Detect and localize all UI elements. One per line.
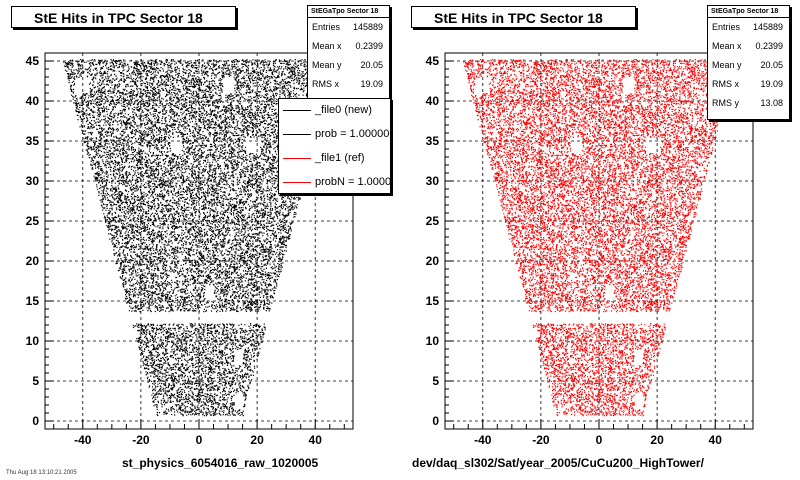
y-tick-label: 35	[26, 134, 40, 148]
x-tick-label: 0	[596, 433, 603, 447]
legend-label: _file0 (new)	[315, 104, 372, 116]
stat-key: RMS x	[312, 79, 339, 89]
data-points	[63, 59, 337, 417]
y-tick-label: 45	[26, 54, 40, 68]
legend-label: _file1 (ref)	[315, 152, 365, 164]
right-stats-row: RMS x 19.09	[708, 75, 789, 94]
hit-markers	[63, 59, 337, 417]
stat-value: 13.08	[760, 98, 783, 108]
x-tick-label: -40	[474, 433, 492, 447]
y-tick-label: 25	[26, 214, 40, 228]
y-tick-label: 40	[26, 94, 40, 108]
x-tick-label: -40	[74, 433, 92, 447]
left-stats-row: Mean x 0.2399	[308, 37, 389, 56]
legend-entry: prob = 1.000000	[279, 123, 390, 147]
y-tick-label: 40	[426, 94, 440, 108]
y-tick-label: 15	[26, 294, 40, 308]
left-x-axis-title: st_physics_6054016_raw_1020005	[122, 456, 319, 470]
stat-key: Mean x	[712, 41, 742, 51]
stat-value: 145889	[352, 22, 383, 32]
stat-key: Mean x	[312, 41, 342, 51]
left-stats-row: Entries 145889	[308, 18, 389, 37]
legend-entry: _file0 (new)	[279, 99, 390, 123]
legend-line-swatch	[283, 134, 311, 135]
x-tick-label: 0	[196, 433, 203, 447]
y-tick-label: 5	[32, 374, 39, 388]
stat-value: 19.09	[360, 79, 383, 89]
right-plot-title: StE Hits in TPC Sector 18	[411, 6, 636, 28]
y-tick-label: 45	[426, 54, 440, 68]
stat-key: Entries	[712, 22, 741, 32]
right-stats-row: Mean y 20.05	[708, 56, 789, 75]
stat-key: Mean y	[312, 60, 342, 70]
footer-timestamp: Thu Aug 18 13:10:21 2005	[6, 470, 77, 476]
left-stats-row: Mean y 20.05	[308, 56, 389, 75]
right-plot: -40 -20 0 20 40 0 5 10 15 20 25 30 35 40 45	[426, 52, 754, 447]
stat-value: 20.05	[360, 60, 383, 70]
legend-entry: _file1 (ref)	[279, 147, 390, 171]
hit-markers	[463, 59, 737, 417]
y-tick-label: 20	[426, 254, 440, 268]
right-panel: -40 -20 0 20 40 0 5 10 15 20 25 30 35 40 45 StE Hits i…	[400, 0, 800, 480]
left-stats-header: StEGaTpo Sector 18	[308, 6, 389, 18]
y-tick-label: 5	[432, 374, 439, 388]
x-tick-label: 40	[309, 433, 323, 447]
x-tick-label: -20	[132, 433, 150, 447]
legend-label: probN = 1.000000	[315, 176, 391, 188]
legend-entry: probN = 1.000000	[279, 171, 391, 193]
right-x-axis-title: dev/daq_sl302/Sat/year_2005/CuCu200_High…	[412, 456, 704, 470]
stat-value: 145889	[752, 22, 783, 32]
x-tick-label: 20	[250, 433, 264, 447]
y-tick-label: 10	[426, 334, 440, 348]
stat-value: 0.2399	[755, 41, 783, 51]
right-stats-row: RMS y 13.08	[708, 94, 789, 113]
y-tick-label: 30	[26, 174, 40, 188]
legend-line-swatch	[283, 182, 311, 183]
stat-value: 0.2399	[355, 41, 383, 51]
left-panel: -40 -20 0 20 40 0 5 10 15 20 25 30 35 40 45 StE Hits i…	[11, 5, 391, 470]
legend-line-swatch	[283, 158, 311, 159]
stat-value: 19.09	[760, 79, 783, 89]
x-tick-label: 40	[709, 433, 723, 447]
y-tick-label: 10	[26, 334, 40, 348]
right-stats-header: StEGaTpo Sector 18	[708, 6, 789, 18]
stat-value: 20.05	[760, 60, 783, 70]
legend-label: prob = 1.000000	[315, 128, 391, 140]
legend-line-swatch	[283, 110, 311, 111]
left-stats-row: RMS x 19.09	[308, 75, 389, 94]
right-stats-box: StEGaTpo Sector 18 Entries 145889 Mean x 0…	[707, 5, 790, 120]
y-tick-label: 0	[432, 414, 439, 428]
y-tick-label: 35	[426, 134, 440, 148]
x-tick-label: 20	[650, 433, 664, 447]
stat-key: RMS y	[712, 98, 739, 108]
left-legend: _file0 (new) prob = 1.000000 _file1 (ref…	[278, 98, 391, 194]
data-points	[463, 59, 737, 417]
stat-key: Entries	[312, 22, 341, 32]
y-tick-label: 20	[26, 254, 40, 268]
left-stats-box: StEGaTpo Sector 18 Entries 145889 Mean x 0…	[307, 5, 390, 101]
left-plot-title: StE Hits in TPC Sector 18	[11, 6, 236, 28]
right-stats-row: Entries 145889	[708, 18, 789, 37]
y-tick-label: 25	[426, 214, 440, 228]
y-tick-label: 15	[426, 294, 440, 308]
y-tick-label: 30	[426, 174, 440, 188]
right-stats-row: Mean x 0.2399	[708, 37, 789, 56]
y-tick-label: 0	[32, 414, 39, 428]
stat-key: RMS x	[712, 79, 739, 89]
stat-key: Mean y	[712, 60, 742, 70]
x-tick-label: -20	[532, 433, 550, 447]
